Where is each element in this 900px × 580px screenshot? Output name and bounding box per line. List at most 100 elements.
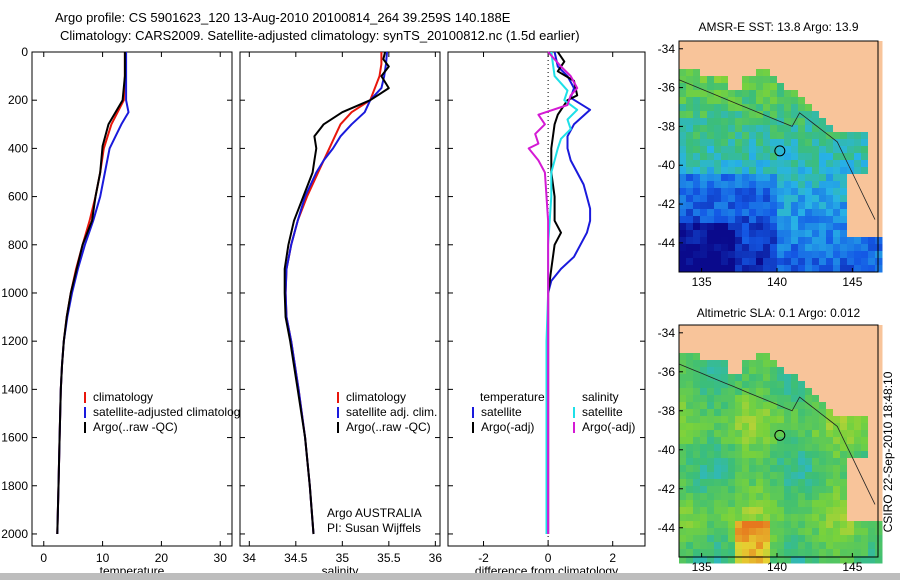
ocean-cell bbox=[819, 542, 827, 550]
ocean-cell bbox=[833, 416, 841, 424]
ocean-cell bbox=[707, 416, 715, 424]
ocean-cell bbox=[735, 528, 743, 536]
ocean-cell bbox=[868, 251, 876, 259]
land-cell bbox=[840, 325, 848, 333]
ocean-cell bbox=[700, 542, 708, 550]
y-tick-label: 1200 bbox=[1, 334, 28, 348]
ocean-cell bbox=[714, 367, 722, 375]
ocean-cell bbox=[805, 500, 813, 508]
ocean-cell bbox=[791, 251, 799, 259]
land-cell bbox=[875, 486, 883, 494]
ocean-cell bbox=[707, 521, 715, 529]
land-cell bbox=[847, 465, 855, 473]
ocean-cell bbox=[861, 153, 869, 161]
ocean-cell bbox=[770, 118, 778, 126]
ocean-cell bbox=[847, 146, 855, 154]
land-cell bbox=[833, 409, 841, 417]
ocean-cell bbox=[791, 430, 799, 438]
ocean-cell bbox=[847, 153, 855, 161]
ocean-cell bbox=[784, 265, 792, 273]
ocean-cell bbox=[756, 493, 764, 501]
land-cell bbox=[861, 62, 869, 70]
land-cell bbox=[875, 402, 883, 410]
ocean-cell bbox=[735, 486, 743, 494]
land-cell bbox=[854, 479, 862, 487]
ocean-cell bbox=[833, 500, 841, 508]
ocean-cell bbox=[805, 528, 813, 536]
ocean-cell bbox=[805, 402, 813, 410]
ocean-cell bbox=[847, 244, 855, 252]
ocean-cell bbox=[756, 118, 764, 126]
ocean-cell bbox=[721, 388, 729, 396]
legend-label: Argo(-adj) bbox=[481, 420, 534, 434]
ocean-cell bbox=[686, 181, 694, 189]
land-cell bbox=[854, 360, 862, 368]
ocean-cell bbox=[742, 146, 750, 154]
ocean-cell bbox=[756, 216, 764, 224]
land-cell bbox=[868, 90, 876, 98]
legend-label: climatology bbox=[93, 390, 153, 404]
land-cell bbox=[756, 346, 764, 354]
land-cell bbox=[861, 97, 869, 105]
land-cell bbox=[819, 41, 827, 49]
ocean-cell bbox=[742, 153, 750, 161]
ocean-cell bbox=[728, 237, 736, 245]
land-cell bbox=[833, 97, 841, 105]
ocean-cell bbox=[700, 500, 708, 508]
ocean-cell bbox=[714, 374, 722, 382]
ocean-cell bbox=[700, 535, 708, 543]
land-cell bbox=[861, 41, 869, 49]
ocean-cell bbox=[700, 174, 708, 182]
land-cell bbox=[721, 55, 729, 63]
land-cell bbox=[875, 409, 883, 417]
ocean-cell bbox=[756, 258, 764, 266]
land-cell bbox=[854, 188, 862, 196]
ocean-cell bbox=[714, 118, 722, 126]
ocean-cell bbox=[686, 395, 694, 403]
ocean-cell bbox=[840, 251, 848, 259]
ocean-cell bbox=[770, 409, 778, 417]
land-cell bbox=[847, 83, 855, 91]
ocean-cell bbox=[756, 209, 764, 217]
land-cell bbox=[840, 332, 848, 340]
ocean-cell bbox=[819, 230, 827, 238]
land-cell bbox=[861, 111, 869, 119]
ocean-cell bbox=[700, 493, 708, 501]
ocean-cell bbox=[714, 111, 722, 119]
land-cell bbox=[784, 332, 792, 340]
ocean-cell bbox=[777, 451, 785, 459]
land-cell bbox=[805, 62, 813, 70]
ocean-cell bbox=[707, 97, 715, 105]
ocean-cell bbox=[826, 542, 834, 550]
ocean-cell bbox=[805, 493, 813, 501]
ocean-cell bbox=[833, 493, 841, 501]
land-cell bbox=[826, 353, 834, 361]
ocean-cell bbox=[693, 223, 701, 231]
ocean-cell bbox=[721, 437, 729, 445]
ocean-cell bbox=[791, 223, 799, 231]
land-cell bbox=[728, 332, 736, 340]
land-cell bbox=[847, 202, 855, 210]
ocean-cell bbox=[770, 500, 778, 508]
land-cell bbox=[847, 500, 855, 508]
ocean-cell bbox=[721, 195, 729, 203]
ocean-cell bbox=[714, 409, 722, 417]
ocean-cell bbox=[840, 549, 848, 557]
ocean-cell bbox=[812, 153, 820, 161]
ocean-cell bbox=[784, 472, 792, 480]
ocean-cell bbox=[749, 423, 757, 431]
ocean-cell bbox=[686, 195, 694, 203]
ocean-cell bbox=[721, 167, 729, 175]
land-cell bbox=[714, 346, 722, 354]
ocean-cell bbox=[784, 416, 792, 424]
ocean-cell bbox=[728, 374, 736, 382]
ocean-cell bbox=[777, 174, 785, 182]
ocean-cell bbox=[756, 125, 764, 133]
ocean-cell bbox=[749, 367, 757, 375]
ocean-cell bbox=[826, 472, 834, 480]
land-cell bbox=[854, 118, 862, 126]
ocean-cell bbox=[763, 167, 771, 175]
ocean-cell bbox=[805, 237, 813, 245]
land-cell bbox=[833, 381, 841, 389]
ocean-cell bbox=[763, 209, 771, 217]
